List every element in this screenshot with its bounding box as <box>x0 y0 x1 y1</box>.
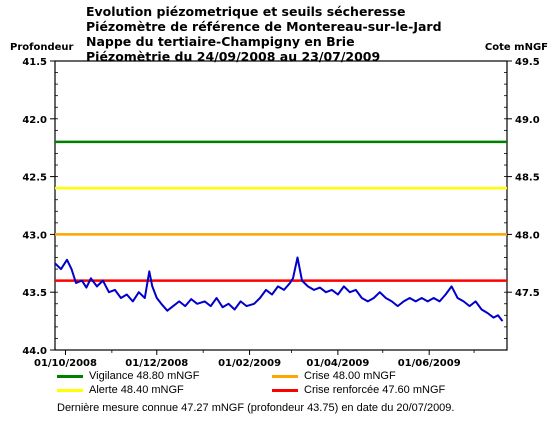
x-tick-label-3: 01/04/2009 <box>306 358 369 369</box>
title-line-4: Piézomètrie du 24/09/2008 au 23/07/2009 <box>86 49 381 64</box>
right-tick-label-3: 48.0 <box>515 230 540 241</box>
x-tick-label-1: 01/12/2008 <box>125 358 188 369</box>
x-tick-label-2: 01/02/2009 <box>218 358 281 369</box>
series-line-0 <box>54 256 504 322</box>
title-line-1: Evolution piézometrique et seuils sécher… <box>86 4 406 19</box>
footnote: Dernière mesure connue 47.27 mNGF (profo… <box>57 402 455 414</box>
left-tick-label-1: 42.0 <box>22 115 47 126</box>
plot-frame <box>54 60 508 351</box>
right-axis-label: Cote mNGF <box>484 42 548 53</box>
right-tick-label-2: 48.5 <box>515 173 540 184</box>
title-line-2: Piézomètre de référence de Montereau-sur… <box>86 19 442 34</box>
left-tick-label-4: 43.5 <box>22 288 47 299</box>
x-tick-label-4: 01/06/2009 <box>398 358 461 369</box>
left-tick-label-3: 43.0 <box>22 230 47 241</box>
title-line-3: Nappe du tertiaire-Champigny en Brie <box>86 34 355 49</box>
left-tick-label-2: 42.5 <box>22 173 47 184</box>
chart-title: Evolution piézometrique et seuils sécher… <box>86 4 506 64</box>
right-tick-label-1: 49.0 <box>515 115 540 126</box>
right-tick-label-4: 47.5 <box>515 288 540 299</box>
left-axis-label: Profondeur <box>10 42 74 53</box>
right-tick-label-0: 49.5 <box>515 57 540 68</box>
left-tick-label-5: 44.0 <box>22 346 47 357</box>
x-tick-label-0: 01/10/2008 <box>34 358 97 369</box>
left-tick-label-0: 41.5 <box>22 57 47 68</box>
